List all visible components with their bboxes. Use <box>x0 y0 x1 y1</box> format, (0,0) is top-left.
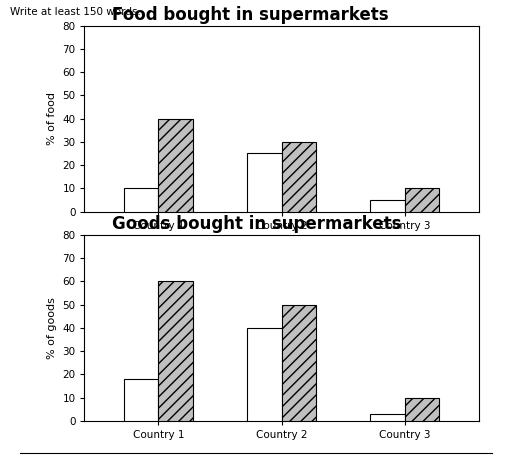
Bar <box>247 153 282 212</box>
Bar <box>405 398 439 421</box>
Bar <box>158 119 193 212</box>
Bar <box>158 281 193 421</box>
Text: Goods bought in supermarkets: Goods bought in supermarkets <box>112 215 401 233</box>
Bar <box>370 200 405 212</box>
Text: Food bought in supermarkets: Food bought in supermarkets <box>112 6 389 24</box>
Bar <box>405 188 439 212</box>
Y-axis label: % of goods: % of goods <box>47 297 57 359</box>
Bar <box>282 305 316 421</box>
Bar <box>282 142 316 212</box>
Bar <box>247 328 282 421</box>
Bar <box>124 188 158 212</box>
Y-axis label: % of food: % of food <box>47 92 57 145</box>
Text: Write at least 150 words.: Write at least 150 words. <box>10 7 141 17</box>
Bar <box>370 414 405 421</box>
Bar <box>124 379 158 421</box>
